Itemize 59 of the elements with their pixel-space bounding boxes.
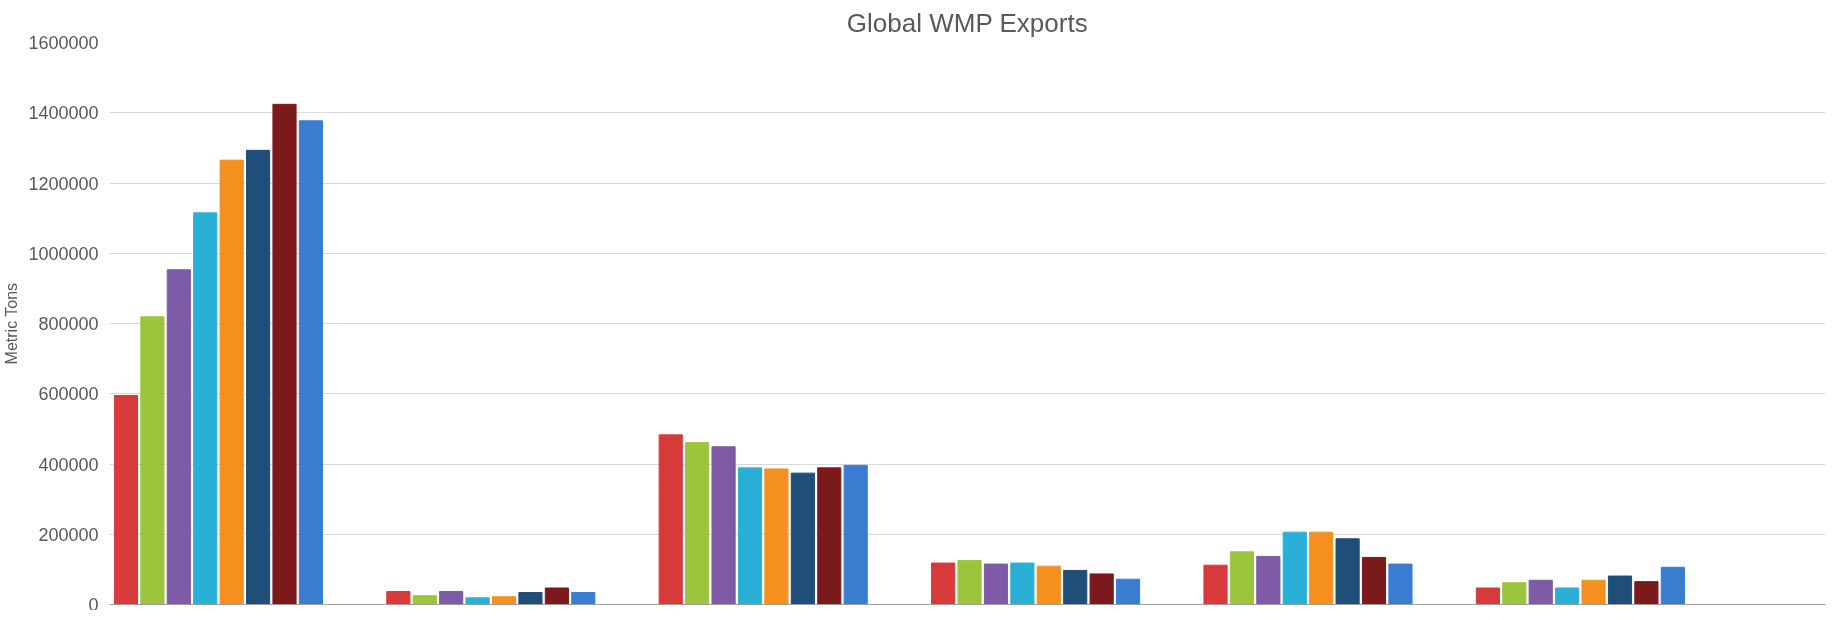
bar — [1036, 565, 1061, 605]
y-tick-label: 200000 — [38, 524, 99, 545]
bar — [1555, 587, 1580, 605]
bar — [518, 592, 543, 605]
bar — [491, 596, 517, 605]
y-tick-label: 600000 — [38, 384, 99, 405]
bar — [1475, 587, 1500, 605]
bar — [298, 120, 323, 605]
bar — [764, 468, 789, 605]
chart-title: Global WMP Exports — [846, 7, 1088, 38]
bar — [685, 442, 710, 605]
y-tick-label: 1400000 — [28, 103, 99, 124]
bar — [737, 467, 763, 605]
bar — [1581, 579, 1606, 605]
bar — [931, 562, 956, 605]
bar — [1256, 555, 1281, 605]
bar — [1229, 551, 1254, 605]
bar — [1203, 564, 1228, 605]
bar — [843, 464, 868, 605]
y-axis-title: Metric Tons — [3, 282, 21, 365]
bar — [465, 597, 490, 605]
y-tick-label: 1600000 — [28, 33, 99, 53]
bar — [817, 467, 842, 605]
bar — [439, 591, 464, 605]
bar — [1361, 556, 1387, 605]
y-tick-label: 1200000 — [28, 173, 99, 194]
y-tick-label: 400000 — [38, 454, 99, 475]
bar — [219, 159, 244, 605]
bar — [711, 446, 736, 605]
bar — [1388, 563, 1413, 605]
bar — [790, 472, 815, 605]
bar — [1607, 575, 1633, 605]
bar — [658, 434, 683, 605]
bar — [166, 269, 191, 605]
bar — [571, 592, 596, 605]
bar — [1115, 578, 1141, 605]
bar — [1282, 531, 1307, 605]
bar — [1010, 562, 1035, 605]
bar — [1528, 579, 1553, 605]
bar — [544, 587, 569, 605]
bar — [983, 563, 1009, 605]
y-tick-label: 800000 — [38, 314, 99, 334]
bar — [246, 149, 271, 605]
bar — [1063, 569, 1088, 605]
y-tick-label: 0 — [88, 594, 99, 615]
bar — [1335, 538, 1360, 605]
bar — [140, 316, 165, 605]
bar — [1660, 566, 1685, 605]
bar — [412, 595, 437, 605]
bar — [1502, 582, 1527, 605]
bar — [386, 591, 411, 605]
y-tick-label: 1000000 — [28, 243, 99, 264]
bar — [193, 212, 218, 605]
bar — [1634, 581, 1659, 605]
bar — [957, 560, 982, 605]
bar — [1089, 573, 1114, 605]
bar — [272, 103, 297, 605]
bar — [113, 395, 139, 605]
bar — [1309, 531, 1334, 605]
